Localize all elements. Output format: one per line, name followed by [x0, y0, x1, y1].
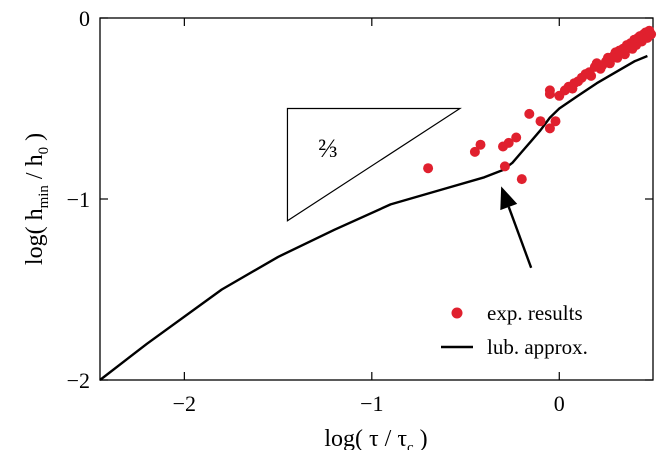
exp-result-point — [423, 163, 434, 174]
exp-results-points — [423, 25, 657, 185]
y-tick-label: −1 — [67, 187, 90, 212]
y-tick-label: 0 — [79, 6, 90, 31]
exp-result-point — [646, 29, 657, 40]
exp-result-point — [586, 70, 597, 81]
y-axis-title-sub: min — [36, 185, 52, 209]
exp-result-point — [524, 108, 535, 119]
tick-labels: −2 −1 0 −2 −1 0 — [67, 6, 565, 416]
x-tick-label: 0 — [554, 391, 565, 416]
exp-result-point — [499, 161, 510, 172]
legend-label-lub: lub. approx. — [487, 335, 588, 359]
x-axis-title-sub: c — [407, 440, 414, 450]
arrow-shaft — [507, 206, 533, 269]
x-axis-title: log( τ / τc ) — [324, 426, 427, 450]
exp-result-point — [550, 116, 561, 127]
y-axis-title-post: ) — [22, 133, 48, 147]
y-axis-title: log( hmin / h0 ) — [22, 133, 52, 265]
legend-label-exp: exp. results — [487, 301, 583, 325]
y-axis-title-sub2: 0 — [36, 147, 52, 155]
exp-result-point — [516, 174, 527, 185]
legend-marker-exp — [451, 307, 463, 319]
y-axis-title-mid: / h — [22, 154, 48, 185]
lub-approx-line — [99, 54, 648, 381]
exp-result-point — [535, 116, 546, 127]
legend: exp. results lub. approx. — [441, 301, 588, 359]
axis-ticks — [100, 17, 653, 381]
y-axis-title-pre: log( h — [22, 208, 48, 265]
exp-result-point — [469, 146, 480, 157]
x-tick-label: −2 — [173, 391, 196, 416]
x-axis-title-pre: log( τ / τ — [324, 426, 407, 450]
arrow-annotation — [500, 186, 533, 269]
exp-result-point — [619, 49, 630, 60]
exp-result-point — [511, 132, 522, 143]
slope-label: ⅔ — [318, 134, 338, 163]
exp-result-point — [544, 123, 555, 134]
exp-result-point — [475, 139, 486, 150]
slope-triangle — [286, 107, 462, 222]
x-tick-label: −1 — [360, 391, 383, 416]
y-tick-label: −2 — [67, 368, 90, 393]
plot-frame — [99, 17, 654, 381]
exp-result-point — [503, 137, 514, 148]
x-axis-title-post: ) — [414, 426, 428, 450]
exp-result-point — [544, 89, 555, 99]
arrow-head — [500, 186, 518, 211]
